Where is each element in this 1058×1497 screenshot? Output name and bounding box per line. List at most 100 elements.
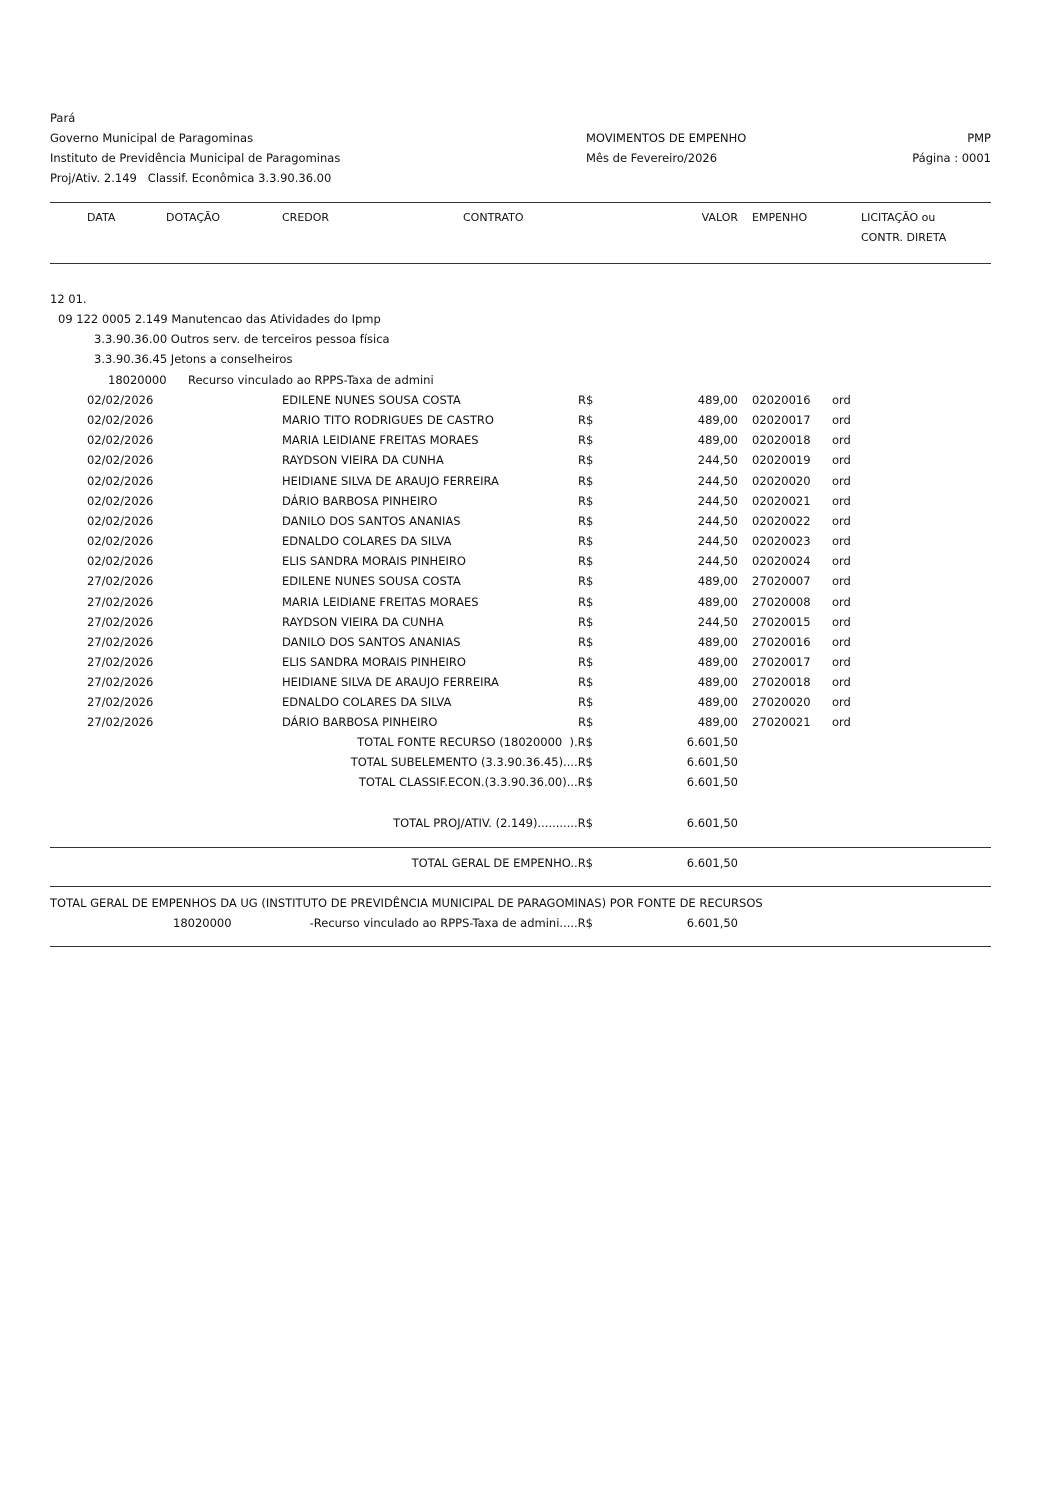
row-date: 02/02/2026 bbox=[87, 493, 154, 508]
row-empenho: 02020020 bbox=[752, 473, 811, 488]
row-credor: EDNALDO COLARES DA SILVA bbox=[282, 695, 452, 710]
row-date: 02/02/2026 bbox=[87, 433, 154, 448]
row-currency: R$ bbox=[578, 715, 594, 730]
row-tipo: ord bbox=[832, 554, 851, 569]
col-contrato: CONTRATO bbox=[463, 211, 524, 224]
row-valor: 244,50 bbox=[697, 453, 738, 468]
row-valor: 244,50 bbox=[697, 473, 738, 488]
row-valor: 244,50 bbox=[697, 554, 738, 569]
row-empenho: 27020015 bbox=[752, 614, 811, 629]
row-valor: 489,00 bbox=[697, 574, 738, 589]
row-date: 27/02/2026 bbox=[87, 574, 154, 589]
divider bbox=[50, 886, 991, 887]
row-valor: 244,50 bbox=[697, 493, 738, 508]
government: Governo Municipal de Paragominas bbox=[50, 131, 254, 145]
source-name: Recurso vinculado ao RPPS-Taxa de admini bbox=[188, 373, 434, 387]
row-empenho: 02020022 bbox=[752, 513, 811, 528]
total-value: 6.601,50 bbox=[686, 816, 738, 830]
total-value: 6.601,50 bbox=[686, 735, 738, 749]
row-valor: 489,00 bbox=[697, 433, 738, 448]
row-tipo: ord bbox=[832, 413, 851, 428]
row-currency: R$ bbox=[578, 453, 594, 468]
row-date: 27/02/2026 bbox=[87, 715, 154, 730]
row-tipo: ord bbox=[832, 393, 851, 407]
row-currency: R$ bbox=[578, 675, 594, 690]
row-currency: R$ bbox=[578, 493, 594, 508]
org-code: PMP bbox=[967, 131, 991, 145]
row-currency: R$ bbox=[578, 393, 594, 407]
row-date: 02/02/2026 bbox=[87, 554, 154, 569]
state: Pará bbox=[50, 111, 76, 125]
row-empenho: 27020020 bbox=[752, 695, 811, 710]
row-credor: DANILO DOS SANTOS ANANIAS bbox=[282, 513, 461, 528]
row-valor: 489,00 bbox=[697, 675, 738, 690]
element: 3.3.90.36.00 Outros serv. de terceiros p… bbox=[94, 332, 390, 346]
row-currency: R$ bbox=[578, 654, 594, 669]
row-currency: R$ bbox=[578, 473, 594, 488]
grand-total-label: TOTAL GERAL DE EMPENHO..R$ bbox=[411, 856, 593, 870]
row-valor: 244,50 bbox=[697, 513, 738, 528]
row-currency: R$ bbox=[578, 634, 594, 649]
row-tipo: ord bbox=[832, 433, 851, 448]
row-empenho: 02020016 bbox=[752, 393, 811, 407]
total-label: TOTAL PROJ/ATIV. (2.149)...........R$ bbox=[393, 816, 593, 830]
row-tipo: ord bbox=[832, 473, 851, 488]
row-currency: R$ bbox=[578, 695, 594, 710]
row-empenho: 27020016 bbox=[752, 634, 811, 649]
subelement: 3.3.90.36.45 Jetons a conselheiros bbox=[94, 352, 293, 366]
row-credor: DANILO DOS SANTOS ANANIAS bbox=[282, 634, 461, 649]
by-source-title: TOTAL GERAL DE EMPENHOS DA UG (INSTITUTO… bbox=[50, 896, 763, 910]
row-tipo: ord bbox=[832, 513, 851, 528]
row-empenho: 02020018 bbox=[752, 433, 811, 448]
row-tipo: ord bbox=[832, 594, 851, 609]
row-tipo: ord bbox=[832, 493, 851, 508]
unit: 12 01. bbox=[50, 292, 87, 306]
total-value: 6.601,50 bbox=[686, 755, 738, 769]
col-valor: VALOR bbox=[701, 211, 738, 224]
row-credor: RAYDSON VIEIRA DA CUNHA bbox=[282, 453, 444, 468]
row-tipo: ord bbox=[832, 634, 851, 649]
source-code: 18020000 bbox=[108, 373, 167, 387]
row-valor: 244,50 bbox=[697, 534, 738, 549]
col-dotacao: DOTAÇÃO bbox=[166, 211, 220, 224]
row-empenho: 02020017 bbox=[752, 413, 811, 428]
row-empenho: 27020018 bbox=[752, 675, 811, 690]
row-valor: 489,00 bbox=[697, 695, 738, 710]
row-credor: DÁRIO BARBOSA PINHEIRO bbox=[282, 715, 438, 730]
row-valor: 489,00 bbox=[697, 654, 738, 669]
row-currency: R$ bbox=[578, 554, 594, 569]
row-credor: EDNALDO COLARES DA SILVA bbox=[282, 534, 452, 549]
row-valor: 489,00 bbox=[697, 393, 738, 407]
row-empenho: 27020007 bbox=[752, 574, 811, 589]
row-valor: 489,00 bbox=[697, 413, 738, 428]
row-credor: MARIA LEIDIANE FREITAS MORAES bbox=[282, 433, 479, 448]
program: 09 122 0005 2.149 Manutencao das Ativida… bbox=[58, 312, 381, 326]
row-valor: 489,00 bbox=[697, 634, 738, 649]
divider bbox=[50, 263, 991, 264]
row-credor: EDILENE NUNES SOUSA COSTA bbox=[282, 574, 461, 589]
row-empenho: 02020019 bbox=[752, 453, 811, 468]
row-currency: R$ bbox=[578, 614, 594, 629]
row-credor: HEIDIANE SILVA DE ARAUJO FERREIRA bbox=[282, 675, 499, 690]
row-date: 27/02/2026 bbox=[87, 654, 154, 669]
row-tipo: ord bbox=[832, 715, 851, 730]
row-credor: ELIS SANDRA MORAIS PINHEIRO bbox=[282, 654, 466, 669]
row-currency: R$ bbox=[578, 433, 594, 448]
divider bbox=[50, 202, 991, 203]
row-tipo: ord bbox=[832, 453, 851, 468]
row-valor: 489,00 bbox=[697, 715, 738, 730]
row-tipo: ord bbox=[832, 654, 851, 669]
total-label: TOTAL CLASSIF.ECON.(3.3.90.36.00)...R$ bbox=[358, 775, 593, 789]
divider bbox=[50, 847, 991, 848]
col-credor: CREDOR bbox=[282, 211, 330, 224]
row-empenho: 27020017 bbox=[752, 654, 811, 669]
row-credor: DÁRIO BARBOSA PINHEIRO bbox=[282, 493, 438, 508]
row-currency: R$ bbox=[578, 513, 594, 528]
row-credor: RAYDSON VIEIRA DA CUNHA bbox=[282, 614, 444, 629]
row-date: 02/02/2026 bbox=[87, 453, 154, 468]
col-data: DATA bbox=[87, 211, 116, 224]
row-valor: 489,00 bbox=[697, 594, 738, 609]
row-credor: ELIS SANDRA MORAIS PINHEIRO bbox=[282, 554, 466, 569]
row-credor: MARIO TITO RODRIGUES DE CASTRO bbox=[282, 413, 494, 428]
row-empenho: 27020008 bbox=[752, 594, 811, 609]
